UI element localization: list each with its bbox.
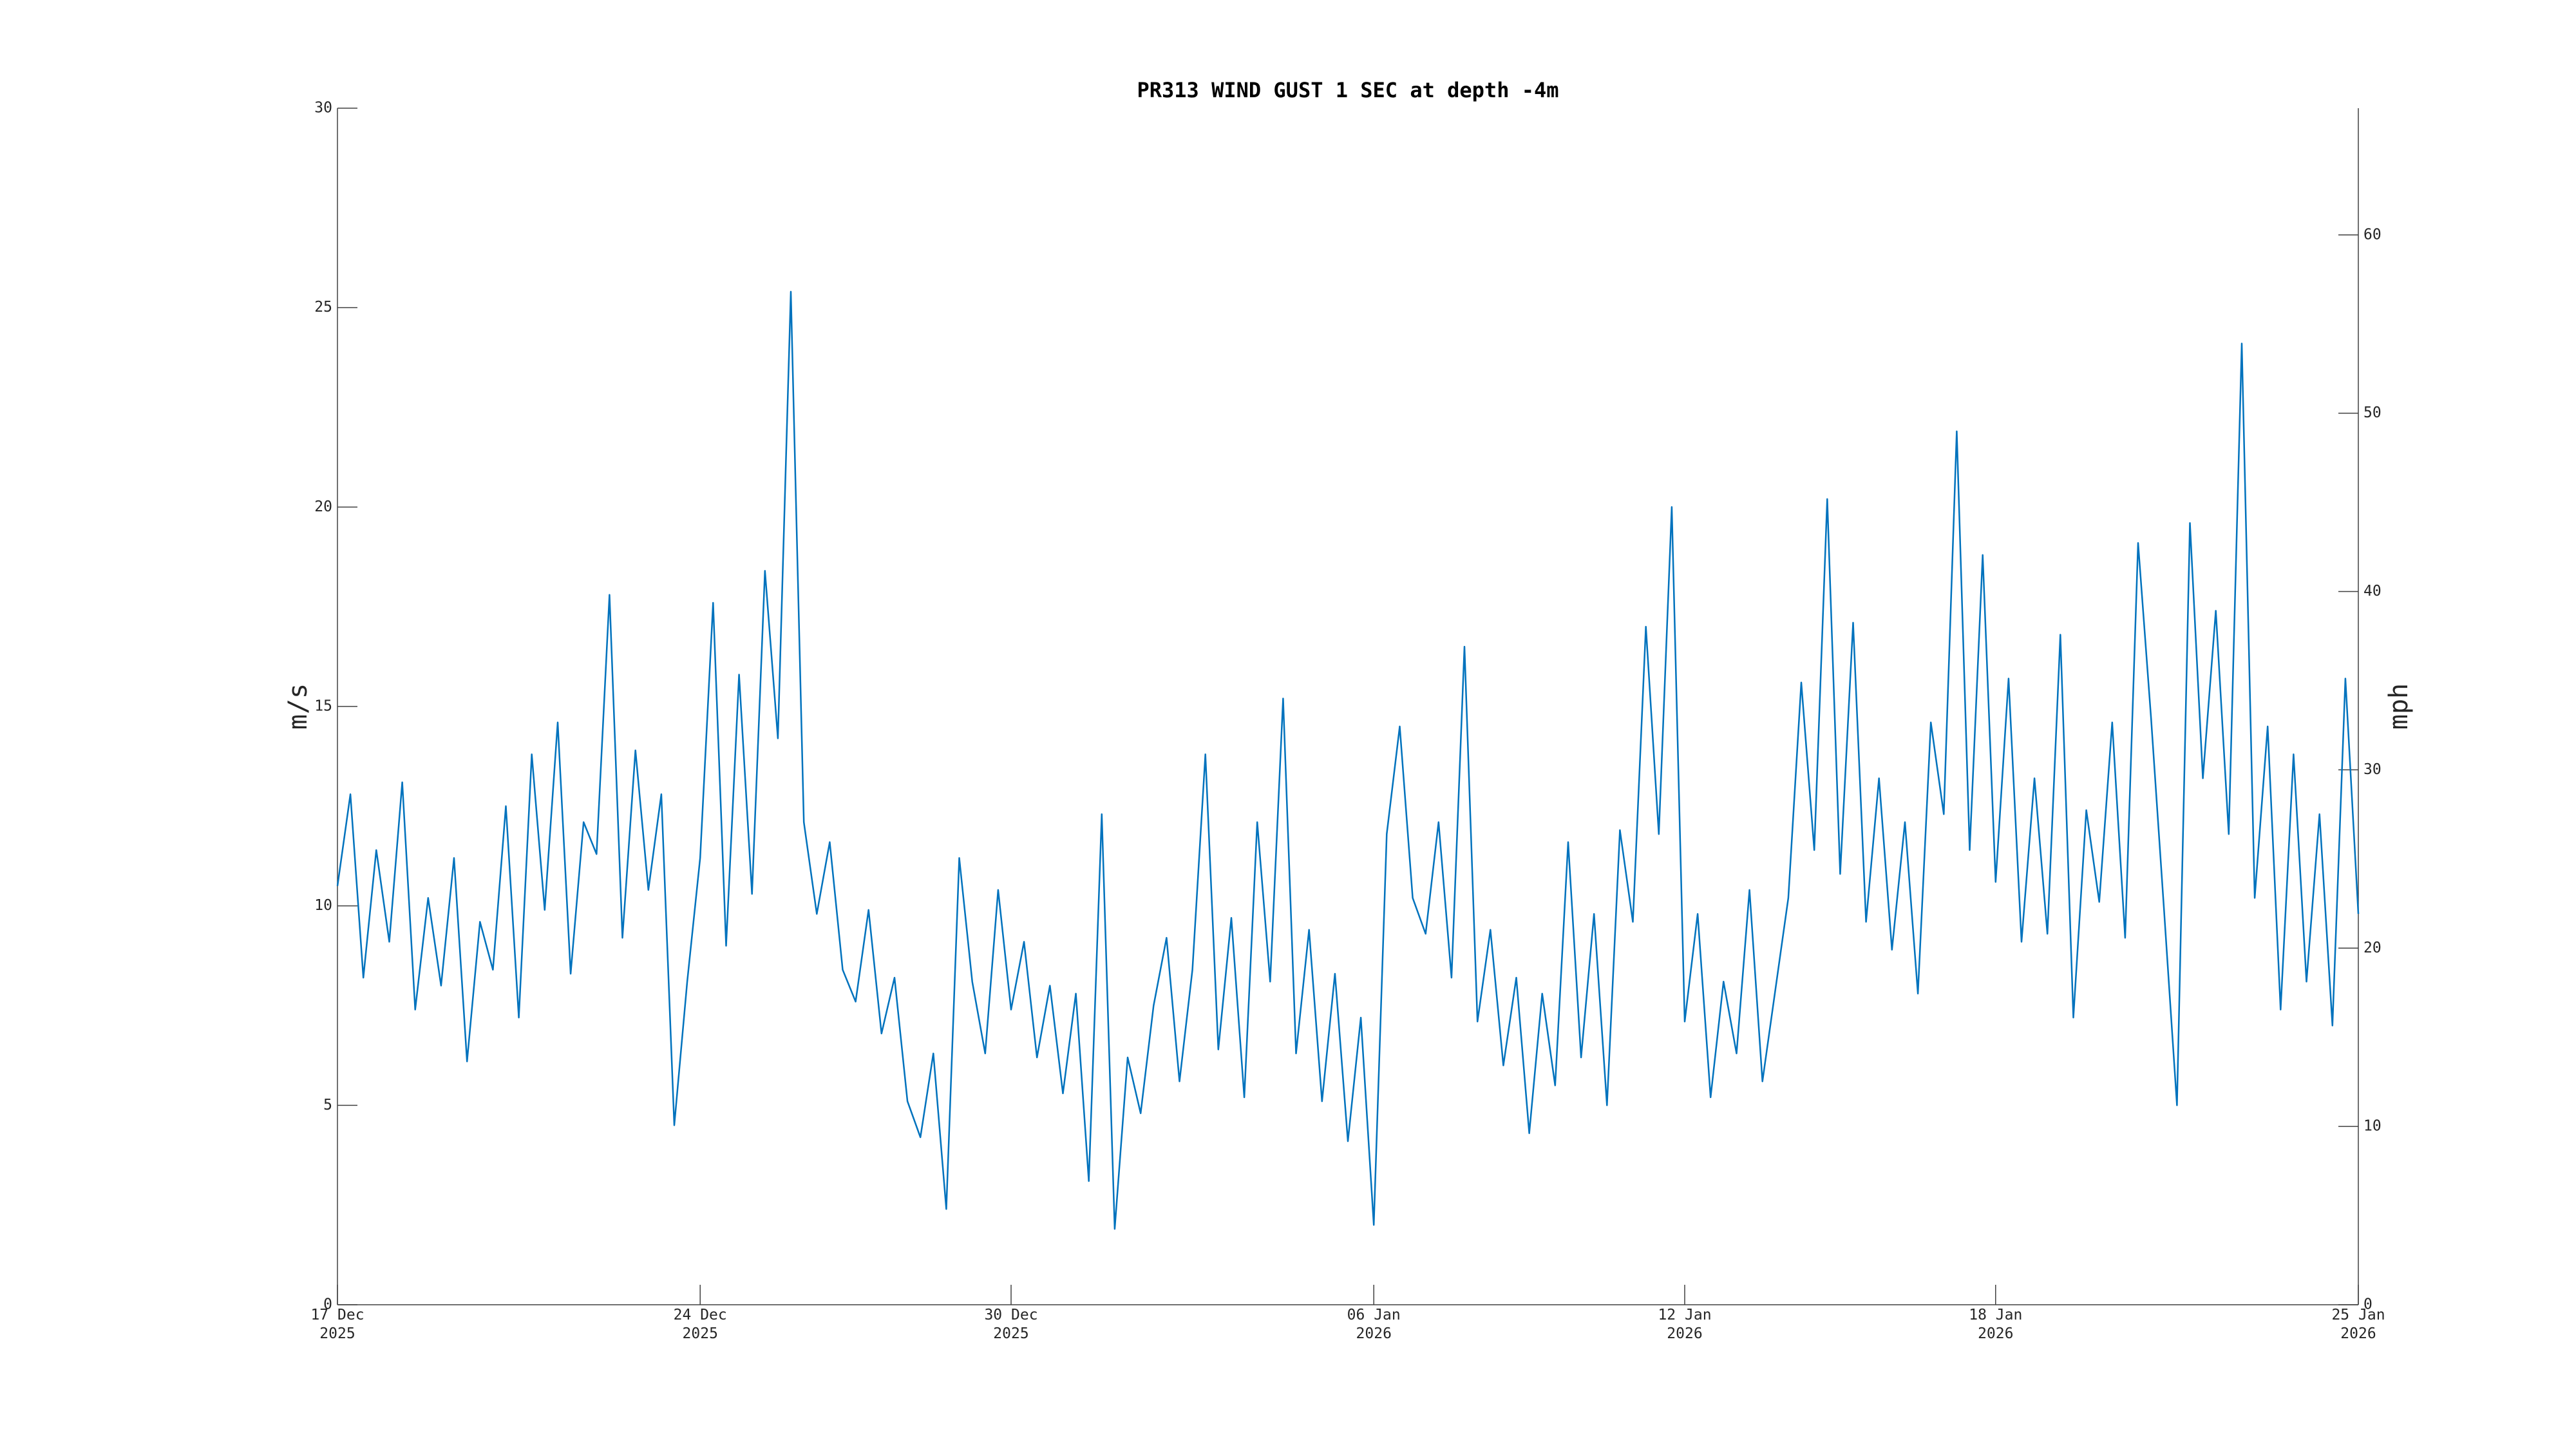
data-line — [336, 290, 2360, 1230]
y2-axis-label: mph — [2384, 683, 2414, 730]
y-tick-label: 5 — [323, 1097, 332, 1113]
y2-tick-label: 20 — [2363, 940, 2382, 956]
x-tick-label: 06 Jan 2026 — [1347, 1307, 1401, 1342]
x-tick-label: 30 Dec 2025 — [984, 1307, 1037, 1342]
y2-tick-label: 0 — [2363, 1296, 2372, 1313]
x-tick-label: 24 Dec 2025 — [674, 1307, 727, 1342]
x-tick-label: 17 Dec 2025 — [310, 1307, 364, 1342]
y-tick-label: 20 — [314, 498, 332, 515]
y2-tick-label: 30 — [2363, 761, 2382, 778]
y2-tick-label: 50 — [2363, 404, 2382, 421]
y2-tick-label: 60 — [2363, 226, 2382, 243]
y-tick-label: 10 — [314, 897, 332, 914]
y-tick-label: 25 — [314, 299, 332, 316]
y-tick-label: 0 — [323, 1296, 332, 1313]
y-tick-label: 15 — [314, 698, 332, 715]
y2-tick-label: 10 — [2363, 1118, 2382, 1135]
y-axis-label: m/s — [283, 683, 313, 730]
x-tick-label: 25 Jan 2026 — [2331, 1307, 2385, 1342]
y-tick-label: 30 — [314, 100, 332, 117]
x-tick-label: 18 Jan 2026 — [1969, 1307, 2022, 1342]
chart-title: PR313 WIND GUST 1 SEC at depth -4m — [1137, 78, 1558, 102]
y2-tick-label: 40 — [2363, 583, 2382, 600]
x-tick-label: 12 Jan 2026 — [1658, 1307, 1711, 1342]
